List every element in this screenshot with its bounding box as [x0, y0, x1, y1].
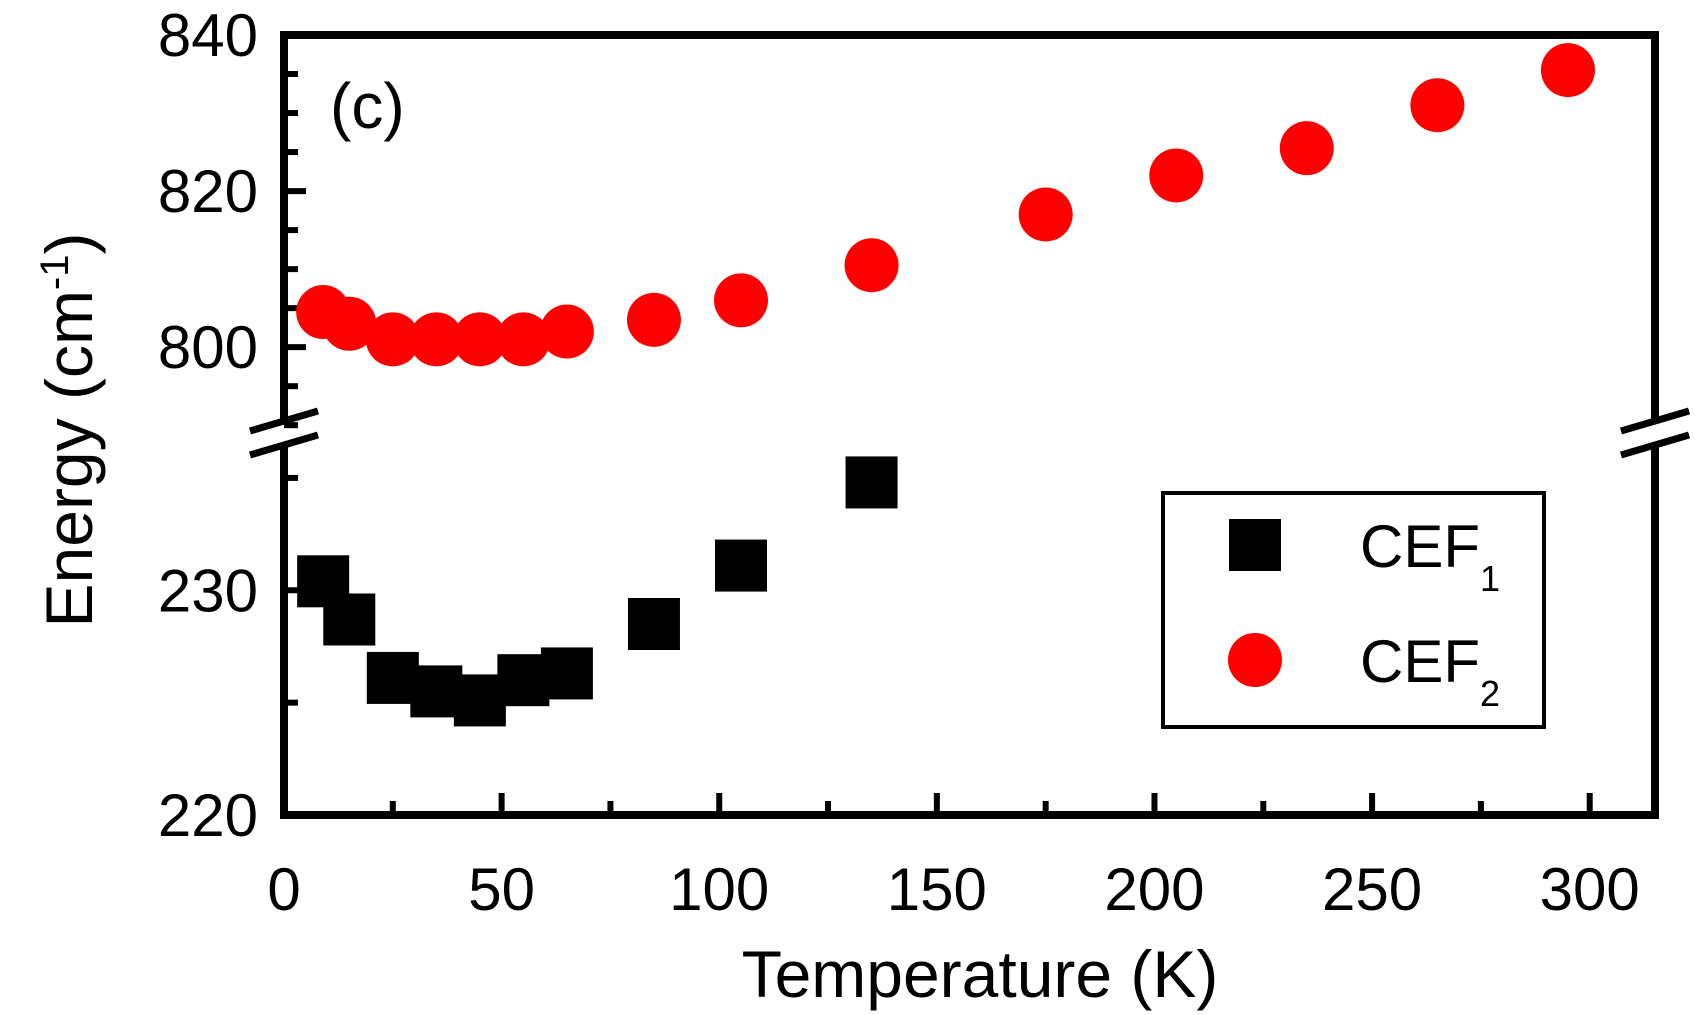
legend-label-cef1: CEF1 — [1360, 513, 1500, 599]
y-tick-label: 220 — [158, 782, 258, 849]
legend-box — [1161, 491, 1546, 729]
axes: 0 50 100 150 200 250 300 800 820 840 220 230 Energy … — [32, 2, 1690, 923]
cef1-point — [627, 598, 680, 650]
x-tick-label: 250 — [1322, 856, 1422, 923]
x-tick-label: 100 — [669, 856, 769, 923]
y-tick-label: 840 — [158, 2, 258, 69]
legend: CEF1 CEF2 — [1161, 491, 1546, 729]
axis-break-mark-left — [249, 407, 319, 435]
cef1-point — [497, 654, 550, 707]
x-tick-label: 150 — [887, 856, 987, 923]
cef2-point — [1410, 78, 1465, 133]
y-tick-label: 800 — [158, 314, 258, 381]
cef2-point — [409, 312, 464, 367]
x-tick-label: 300 — [1540, 856, 1640, 923]
x-tick-label: 50 — [468, 856, 535, 923]
data-marks — [296, 43, 1595, 727]
panel-label: (c) — [330, 70, 405, 142]
cef2-point — [452, 312, 507, 367]
axis-break-mark-left — [249, 431, 319, 459]
cef2-point — [539, 304, 594, 359]
x-axis-title: Temperature (K) — [742, 937, 1219, 1011]
cef1-point — [453, 674, 506, 727]
y-tick-label: 230 — [158, 557, 258, 624]
cef2-point — [1540, 43, 1595, 98]
cef1-point — [845, 456, 898, 509]
cef2-point — [1018, 187, 1073, 242]
y-axis-title: Energy (cm-1) — [32, 233, 106, 628]
cef2-point — [496, 312, 551, 367]
axis-break-mark-right — [1620, 407, 1690, 435]
cef1-point — [323, 593, 376, 646]
cef1-point — [540, 647, 593, 700]
x-tick-label: 0 — [267, 856, 300, 923]
cef1-point — [410, 665, 463, 718]
cef2-point — [714, 273, 768, 328]
legend-cef1-marker — [1229, 519, 1281, 571]
cef1-point — [715, 539, 767, 592]
legend-label-cef2: CEF2 — [1360, 628, 1500, 714]
legend-cef2-marker — [1228, 633, 1282, 687]
cef2-point — [1279, 121, 1334, 176]
axis-break-mark-right — [1620, 431, 1690, 459]
cef2-point — [365, 312, 420, 367]
cef1-point — [366, 651, 419, 704]
cef2-point — [322, 296, 377, 351]
x-tick-label: 200 — [1104, 856, 1204, 923]
y-tick-label: 820 — [158, 158, 258, 225]
cef2-point — [1149, 148, 1204, 203]
cef2-point — [844, 238, 899, 293]
cef2-point — [626, 292, 681, 347]
